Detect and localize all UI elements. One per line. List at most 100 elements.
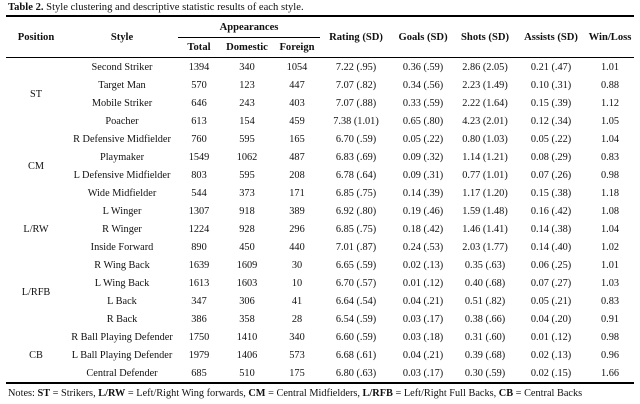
- win-loss-cell: 1.04: [601, 223, 620, 235]
- style-name-cell: L Back: [107, 295, 137, 307]
- table-row: Central Defender 685 510 175 6.80 (.63) 0.03 …: [6, 364, 634, 383]
- total-cell: 890: [191, 241, 207, 253]
- goals-cell: 0.01 (.12): [402, 277, 444, 289]
- rating-cell: 7.01 (.87): [335, 241, 377, 253]
- style-name-cell: Second Striker: [91, 61, 153, 73]
- col-header-winloss: Win/Loss: [588, 31, 632, 43]
- table-header: Position Style Appearances Rating (SD) G…: [6, 16, 635, 58]
- style-name-cell: R Winger: [102, 223, 142, 235]
- header-row-1: Position Style Appearances Rating (SD) G…: [6, 16, 634, 43]
- goals-cell: 0.04 (.21): [402, 349, 444, 361]
- notes-abbr: CB: [498, 388, 514, 399]
- assists-cell: 0.04 (.20): [530, 313, 572, 325]
- style-name-cell: L Ball Playing Defender: [71, 349, 173, 361]
- notes-prefix: Notes:: [8, 388, 38, 399]
- rating-cell: 7.07 (.88): [335, 97, 377, 109]
- table-row: L Ball Playing Defender 1979 1406 573 6.68 (…: [6, 346, 634, 364]
- rating-cell: 6.85 (.75): [335, 187, 377, 199]
- foreign-cell: 165: [289, 133, 305, 145]
- domestic-cell: 1410: [236, 331, 258, 343]
- assists-cell: 0.21 (.47): [530, 61, 572, 73]
- table-caption-text: Style clustering and descriptive statist…: [43, 2, 304, 13]
- foreign-cell: 296: [289, 223, 305, 235]
- goals-cell: 0.18 (.42): [402, 223, 444, 235]
- total-cell: 646: [191, 97, 207, 109]
- foreign-cell: 28: [291, 313, 303, 325]
- rating-cell: 6.68 (.61): [335, 349, 377, 361]
- win-loss-cell: 1.02: [601, 241, 620, 253]
- table-row: L Back 347 306 41 6.64 (.54) 0.04 (.21) 0.51 (…: [6, 292, 634, 310]
- rating-cell: 6.83 (.69): [335, 151, 377, 163]
- domestic-cell: 1406: [236, 349, 258, 361]
- win-loss-cell: 1.12: [601, 97, 620, 109]
- table-row: L Wing Back 1613 1603 10 6.70 (.57) 0.01 (.12…: [6, 274, 634, 292]
- total-cell: 1750: [188, 331, 210, 343]
- foreign-cell: 208: [289, 169, 305, 181]
- total-cell: 1224: [188, 223, 210, 235]
- shots-cell: 0.31 (.60): [464, 331, 506, 343]
- col-header-foreign: Foreign: [279, 42, 315, 53]
- win-loss-cell: 0.96: [601, 349, 620, 361]
- goals-cell: 0.03 (.17): [402, 367, 444, 379]
- domestic-cell: 1062: [236, 151, 258, 163]
- style-name-cell: Playmaker: [99, 151, 145, 163]
- assists-cell: 0.01 (.12): [530, 331, 572, 343]
- assists-cell: 0.15 (.38): [530, 187, 572, 199]
- shots-cell: 1.17 (1.20): [462, 187, 508, 199]
- foreign-cell: 487: [289, 151, 305, 163]
- total-cell: 1549: [188, 151, 210, 163]
- domestic-cell: 1609: [236, 259, 258, 271]
- style-name-cell: R Ball Playing Defender: [71, 331, 173, 343]
- table-row: CM R Defensive Midfielder 760 595 165 6.70 (.…: [6, 130, 634, 172]
- goals-cell: 0.05 (.22): [402, 133, 444, 145]
- shots-cell: 4.23 (2.01): [462, 115, 508, 127]
- assists-cell: 0.07 (.26): [530, 169, 572, 181]
- win-loss-cell: 1.08: [601, 205, 620, 217]
- table-row: L/RFB R Wing Back 1639 1609 30 6.65 (.59) 0.02…: [6, 256, 634, 298]
- foreign-cell: 41: [291, 295, 303, 307]
- total-cell: 544: [191, 187, 207, 199]
- style-name-cell: Inside Forward: [90, 241, 154, 253]
- table-row: L Defensive Midfielder 803 595 208 6.78 (.64…: [6, 166, 634, 184]
- style-name-cell: R Defensive Midfielder: [73, 133, 171, 145]
- col-header-position: Position: [17, 31, 55, 43]
- win-loss-cell: 1.01: [601, 259, 620, 271]
- position-group-label: L/RW: [23, 223, 49, 235]
- domestic-cell: 450: [239, 241, 255, 253]
- col-header-style: Style: [110, 31, 134, 43]
- shots-cell: 2.22 (1.64): [462, 97, 508, 109]
- assists-cell: 0.14 (.40): [530, 241, 572, 253]
- total-cell: 1979: [188, 349, 210, 361]
- domestic-cell: 595: [239, 169, 255, 181]
- domestic-cell: 154: [239, 115, 255, 127]
- win-loss-cell: 1.01: [601, 61, 620, 73]
- table-row: Playmaker 1549 1062 487 6.83 (.69) 0.09 (.32)…: [6, 148, 634, 166]
- rating-cell: 7.07 (.82): [335, 79, 377, 91]
- win-loss-cell: 0.83: [601, 151, 620, 163]
- position-group-label: L/RFB: [21, 286, 51, 298]
- goals-cell: 0.09 (.31): [402, 169, 444, 181]
- table-row: Wide Midfielder 544 373 171 6.85 (.75) 0.14 (…: [6, 184, 634, 202]
- rating-cell: 6.78 (.64): [335, 169, 377, 181]
- shots-cell: 2.23 (1.49): [462, 79, 508, 91]
- shots-cell: 0.51 (.82): [464, 295, 506, 307]
- col-header-appearances: Appearances: [178, 16, 321, 38]
- notes-text: = Central Backs: [513, 388, 583, 399]
- table-body: ST Second Striker 1394 340 1054 7.22 (.95) 0.3…: [6, 58, 635, 383]
- total-cell: 803: [191, 169, 207, 181]
- style-name-cell: Central Defender: [86, 367, 158, 379]
- domestic-cell: 358: [239, 313, 255, 325]
- domestic-cell: 1603: [236, 277, 258, 289]
- table-row: R Winger 1224 928 296 6.85 (.75) 0.18 (.42) 1.…: [6, 220, 634, 238]
- foreign-cell: 1054: [286, 61, 308, 73]
- table-row: Target Man 570 123 447 7.07 (.82) 0.34 (.56) 2…: [6, 76, 634, 94]
- col-header-goals: Goals (SD): [398, 31, 448, 43]
- win-loss-cell: 0.83: [601, 295, 620, 307]
- assists-cell: 0.15 (.39): [530, 97, 572, 109]
- col-header-rating: Rating (SD): [329, 31, 383, 43]
- shots-cell: 1.46 (1.41): [462, 223, 508, 235]
- total-cell: 685: [191, 367, 207, 379]
- total-cell: 1613: [188, 277, 210, 289]
- total-cell: 1394: [188, 61, 210, 73]
- total-cell: 613: [191, 115, 207, 127]
